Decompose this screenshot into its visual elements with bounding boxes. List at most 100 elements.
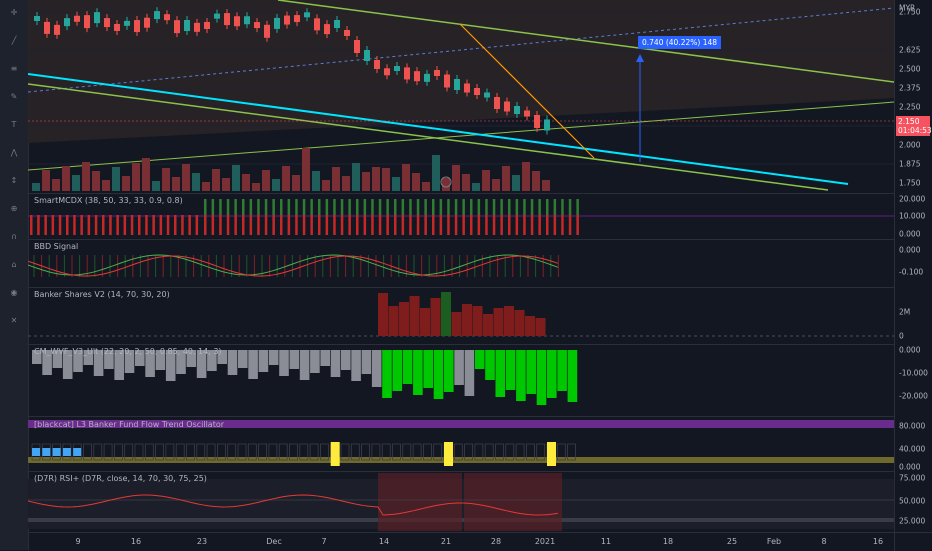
time-axis[interactable]: 9 16 23 Dec 7 14 21 28 2021 11 18 25 Feb 8 16: [28, 532, 894, 551]
mcdx-green-bar: [568, 199, 572, 215]
l3-signal-bar: [547, 442, 556, 466]
candle: [134, 20, 140, 33]
mcdx-red-bar: [302, 215, 306, 235]
lock-icon[interactable]: ⌂: [11, 260, 17, 269]
mcdx-green-bar: [272, 199, 275, 215]
text-icon[interactable]: T: [11, 120, 17, 129]
l3-bar: [186, 443, 195, 461]
l3-bar: [278, 443, 288, 461]
wvf-bar: [62, 350, 73, 379]
mcdx-green-bar: [226, 199, 230, 215]
l3-bar: [289, 443, 298, 461]
volume-bar: [72, 175, 80, 191]
mcdx-red-bar: [447, 215, 450, 235]
wvf-bar: [330, 350, 341, 377]
bbd-svg: [28, 254, 559, 277]
rsi-pane[interactable]: (D7R) RSI+ (D7R, close, 14, 70, 30, 75, …: [28, 471, 894, 533]
mcdx-red-bar: [462, 215, 465, 235]
brush-icon[interactable]: ✎: [10, 92, 18, 101]
price-tick: 2.000: [899, 140, 921, 150]
l3-bar: [433, 443, 443, 461]
candles: [34, 7, 550, 135]
rsi-svg: [28, 473, 894, 531]
candle: [434, 70, 440, 76]
volume-bar: [202, 182, 210, 191]
wvf-bar: [464, 350, 475, 396]
indicator-axis-tick: 0.000: [899, 345, 921, 355]
l3-bar: [103, 443, 113, 461]
l3-bar: [361, 443, 371, 461]
banker-shares-title[interactable]: Banker Shares V2 (14, 70, 30, 20): [34, 290, 170, 299]
measure-icon[interactable]: ↕: [10, 176, 18, 185]
mcdx-green-bar: [234, 199, 237, 215]
fib-icon[interactable]: ≡: [10, 64, 18, 73]
rsi-title[interactable]: (D7R) RSI+ (D7R, close, 14, 70, 30, 75, …: [34, 474, 207, 483]
mcdx-green-bar: [561, 199, 564, 215]
candle: [184, 20, 190, 32]
eye-icon[interactable]: ◉: [10, 288, 18, 297]
mcdx-red-bar: [576, 215, 579, 235]
mcdx-red-bar: [568, 215, 572, 235]
bbd-pane[interactable]: BBD Signal: [28, 239, 894, 288]
mcdx-red-bar: [272, 215, 275, 235]
bbd-title[interactable]: BBD Signal: [34, 242, 79, 251]
pattern-icon[interactable]: ⋀: [10, 148, 18, 157]
price-axis[interactable]: MYR 2.7502.6252.5002.3752.2502.1252.0001…: [894, 0, 932, 532]
mcdx-red-bar: [492, 215, 496, 235]
trash-icon[interactable]: ✕: [10, 316, 18, 325]
l3-bar: [247, 443, 257, 461]
trendline-icon[interactable]: ╱: [11, 36, 17, 45]
wvf-bar: [516, 350, 526, 401]
wvf-bar: [444, 350, 454, 392]
wvf-bar: [135, 350, 145, 366]
candle: [84, 15, 90, 29]
price-pane[interactable]: 0.740 (40.22%) 148: [28, 0, 894, 194]
cm-wvf-pane[interactable]: CM_WVF_V3_Ult (22, 20, 2, 50, 0.85, 40, …: [28, 344, 894, 417]
candle: [474, 88, 480, 95]
l3-pane[interactable]: [blackcat] L3 Banker Fund Flow Trend Osc…: [28, 416, 894, 472]
cursor-icon[interactable]: ✛: [10, 8, 18, 17]
l3-signal-bar: [330, 442, 340, 466]
cm-wvf-title[interactable]: CM_WVF_V3_Ult (22, 20, 2, 50, 0.85, 40, …: [34, 347, 222, 356]
l3-bar: [268, 443, 278, 461]
volume-bar: [472, 183, 480, 191]
mcdx-red-bar: [94, 215, 98, 235]
mcdx-green-bar: [264, 199, 268, 215]
candle: [74, 15, 80, 22]
volume-bar: [452, 165, 460, 191]
mcdx-red-bar: [204, 215, 207, 235]
smartmcdx-title[interactable]: SmartMCDX (38, 50, 33, 33, 0.9, 0.8): [34, 196, 183, 205]
l3-signal-bar: [444, 442, 453, 466]
volume-bar: [372, 167, 380, 191]
mcdx-red-bar: [80, 215, 83, 235]
l3-bar: [402, 443, 412, 461]
mcdx-red-bar: [371, 215, 374, 235]
banker-shares-svg: [28, 292, 894, 337]
magnet-icon[interactable]: ∩: [11, 232, 17, 241]
banker-bar: [504, 306, 514, 336]
smartmcdx-pane[interactable]: SmartMCDX (38, 50, 33, 33, 0.9, 0.8): [28, 193, 894, 240]
wvf-bar: [557, 350, 567, 391]
wvf-bar: [289, 350, 300, 369]
volume-bar: [112, 167, 120, 191]
axis-settings-corner[interactable]: [894, 532, 932, 551]
mcdx-green-bar: [295, 199, 298, 215]
mcdx-green-bar: [409, 199, 412, 215]
volume-bar: [252, 183, 260, 191]
time-tick: 23: [196, 537, 208, 546]
banker-shares-pane[interactable]: Banker Shares V2 (14, 70, 30, 20): [28, 287, 894, 345]
l3-title[interactable]: [blackcat] L3 Banker Fund Flow Trend Osc…: [34, 420, 225, 429]
l3-bar: [165, 443, 175, 461]
candle: [464, 83, 470, 93]
indicator-axis-tick: 80.000: [899, 421, 926, 431]
mcdx-red-bar: [409, 215, 412, 235]
measure-label[interactable]: 0.740 (40.22%) 148: [638, 36, 722, 49]
candle: [534, 115, 540, 128]
zoom-icon[interactable]: ⊕: [10, 204, 18, 213]
time-tick: 2021: [534, 537, 556, 546]
candle: [404, 67, 410, 80]
mcdx-red-bar: [257, 215, 260, 235]
time-tick: 16: [130, 537, 142, 546]
candle: [44, 21, 50, 34]
wvf-bar: [52, 350, 63, 368]
